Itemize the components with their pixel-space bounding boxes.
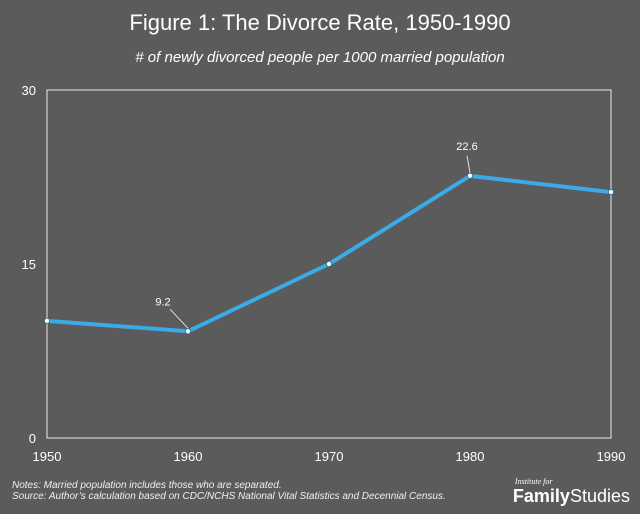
x-tick-label: 1970 — [315, 449, 344, 464]
data-point — [44, 317, 51, 324]
x-tick-label: 1980 — [456, 449, 485, 464]
data-label: 9.2 — [155, 296, 170, 308]
chart-title: Figure 1: The Divorce Rate, 1950-1990 — [129, 10, 511, 35]
y-tick-label: 15 — [22, 257, 36, 272]
data-point — [184, 328, 191, 335]
notes-line: Notes: Married population includes those… — [12, 480, 282, 491]
logo-word-studies: Studies — [569, 486, 630, 506]
data-label: 22.6 — [456, 141, 477, 153]
label-leader-line — [466, 155, 471, 173]
x-axis-ticks: 1950 1960 1970 1980 1990 — [33, 449, 626, 464]
data-point — [466, 172, 473, 179]
series-group — [44, 172, 615, 335]
data-labels: 9.2 22.6 — [155, 141, 478, 329]
chart-subtitle: # of newly divorced people per 1000 marr… — [135, 49, 505, 66]
y-axis-ticks: 0 15 30 — [22, 83, 36, 446]
x-tick-label: 1950 — [33, 449, 62, 464]
y-tick-label: 30 — [22, 83, 36, 98]
logo-wordmark: FamilyStudies — [513, 486, 630, 506]
logo-word-family: Family — [512, 486, 570, 506]
x-tick-label: 1990 — [597, 449, 626, 464]
source-line: Source: Author’s calculation based on CD… — [12, 491, 446, 502]
ifs-logo: Institute for FamilyStudies — [513, 477, 630, 507]
y-tick-label: 0 — [29, 431, 36, 446]
data-point — [608, 189, 615, 196]
label-leader-line — [169, 309, 189, 329]
logo-top-text: Institute for — [514, 477, 553, 486]
chart-notes: Notes: Married population includes those… — [12, 480, 446, 502]
data-point — [325, 260, 332, 267]
x-tick-label: 1960 — [174, 449, 203, 464]
plot-frame — [46, 89, 612, 439]
series-line — [45, 173, 613, 334]
